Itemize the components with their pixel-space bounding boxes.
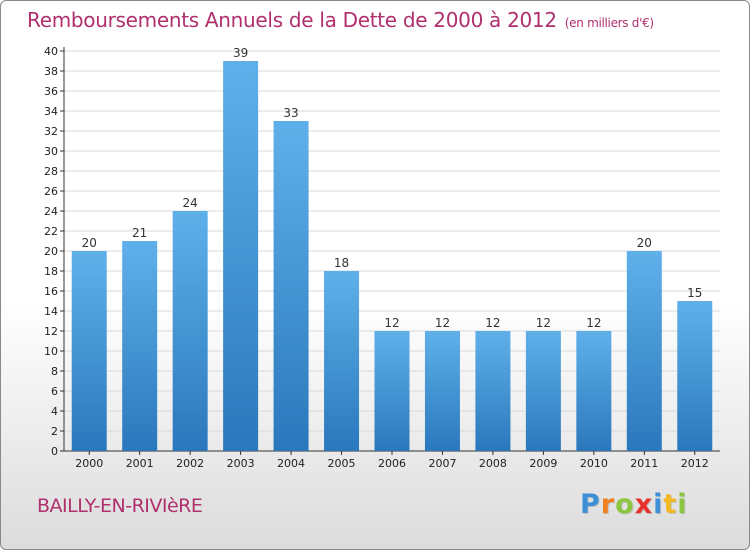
y-tick-label: 10 bbox=[44, 345, 58, 358]
bar bbox=[424, 331, 460, 451]
x-tick-label: 2005 bbox=[328, 457, 356, 470]
data-label: 15 bbox=[687, 286, 702, 300]
y-tick-label: 8 bbox=[51, 365, 58, 378]
commune-name: BAILLY-EN-RIVIèRE bbox=[37, 495, 203, 517]
bar bbox=[172, 211, 208, 451]
bar bbox=[273, 121, 309, 451]
brand-logo: Proxiti bbox=[580, 489, 688, 520]
y-tick-label: 36 bbox=[44, 85, 58, 98]
x-tick-label: 2004 bbox=[277, 457, 305, 470]
bar bbox=[626, 251, 662, 451]
data-label: 21 bbox=[132, 226, 147, 240]
bar bbox=[475, 331, 511, 451]
chart-title-text: Remboursements Annuels de la Dette de 20… bbox=[27, 8, 557, 32]
brand-letter: o bbox=[615, 489, 635, 520]
x-tick-label: 2010 bbox=[580, 457, 608, 470]
y-tick-label: 14 bbox=[44, 305, 58, 318]
bar bbox=[525, 331, 561, 451]
y-tick-label: 12 bbox=[44, 325, 58, 338]
bar bbox=[223, 61, 259, 451]
x-tick-label: 2011 bbox=[630, 457, 658, 470]
bar bbox=[122, 241, 158, 451]
bar bbox=[71, 251, 107, 451]
y-tick-label: 6 bbox=[51, 385, 58, 398]
x-tick-label: 2002 bbox=[176, 457, 204, 470]
x-tick-label: 2000 bbox=[75, 457, 103, 470]
data-labels: 20 21 24 39 33 18 12 12 12 12 12 20 15 bbox=[82, 46, 703, 330]
y-tick-label: 30 bbox=[44, 145, 58, 158]
data-label: 12 bbox=[384, 316, 399, 330]
x-tick-label: 2008 bbox=[479, 457, 507, 470]
y-tick-label: 32 bbox=[44, 125, 58, 138]
data-label: 33 bbox=[283, 106, 298, 120]
bar bbox=[374, 331, 410, 451]
y-tick-label: 38 bbox=[44, 65, 58, 78]
chart-title: Remboursements Annuels de la Dette de 20… bbox=[27, 8, 654, 32]
y-tick-label: 28 bbox=[44, 165, 58, 178]
y-tick-label: 24 bbox=[44, 205, 58, 218]
data-label: 12 bbox=[586, 316, 601, 330]
y-tick-label: 22 bbox=[44, 225, 58, 238]
brand-letter: t bbox=[663, 489, 678, 520]
y-tick-label: 0 bbox=[51, 445, 58, 458]
brand-letter: i bbox=[653, 489, 664, 520]
y-tick-label: 40 bbox=[44, 45, 58, 58]
brand-letter: P bbox=[580, 489, 601, 520]
data-label: 39 bbox=[233, 46, 248, 60]
x-tick-label: 2003 bbox=[227, 457, 255, 470]
data-label: 12 bbox=[485, 316, 500, 330]
y-tick-label: 4 bbox=[51, 405, 58, 418]
y-tick-label: 26 bbox=[44, 185, 58, 198]
brand-letter: x bbox=[634, 489, 654, 520]
bar bbox=[576, 331, 612, 451]
x-tick-label: 2007 bbox=[428, 457, 456, 470]
y-tick-label: 18 bbox=[44, 265, 58, 278]
brand-letter: r bbox=[600, 489, 616, 520]
y-tick-label: 2 bbox=[51, 425, 58, 438]
chart-unit: (en milliers d'€) bbox=[564, 16, 654, 30]
y-tick-label: 20 bbox=[44, 245, 58, 258]
data-label: 12 bbox=[435, 316, 450, 330]
x-tick-label: 2006 bbox=[378, 457, 406, 470]
data-label: 20 bbox=[82, 236, 97, 250]
x-tick-label: 2012 bbox=[681, 457, 709, 470]
bars bbox=[71, 61, 713, 451]
data-label: 18 bbox=[334, 256, 349, 270]
x-tick-label: 2001 bbox=[126, 457, 154, 470]
x-tick-label: 2009 bbox=[529, 457, 557, 470]
bar bbox=[677, 301, 713, 451]
y-tick-label: 16 bbox=[44, 285, 58, 298]
data-label: 24 bbox=[183, 196, 198, 210]
bar bbox=[324, 271, 360, 451]
axes: 0246810121416182022242628303234363840200… bbox=[44, 45, 720, 470]
y-tick-label: 34 bbox=[44, 105, 58, 118]
brand-letter: i bbox=[677, 489, 688, 520]
data-label: 12 bbox=[536, 316, 551, 330]
data-label: 20 bbox=[637, 236, 652, 250]
